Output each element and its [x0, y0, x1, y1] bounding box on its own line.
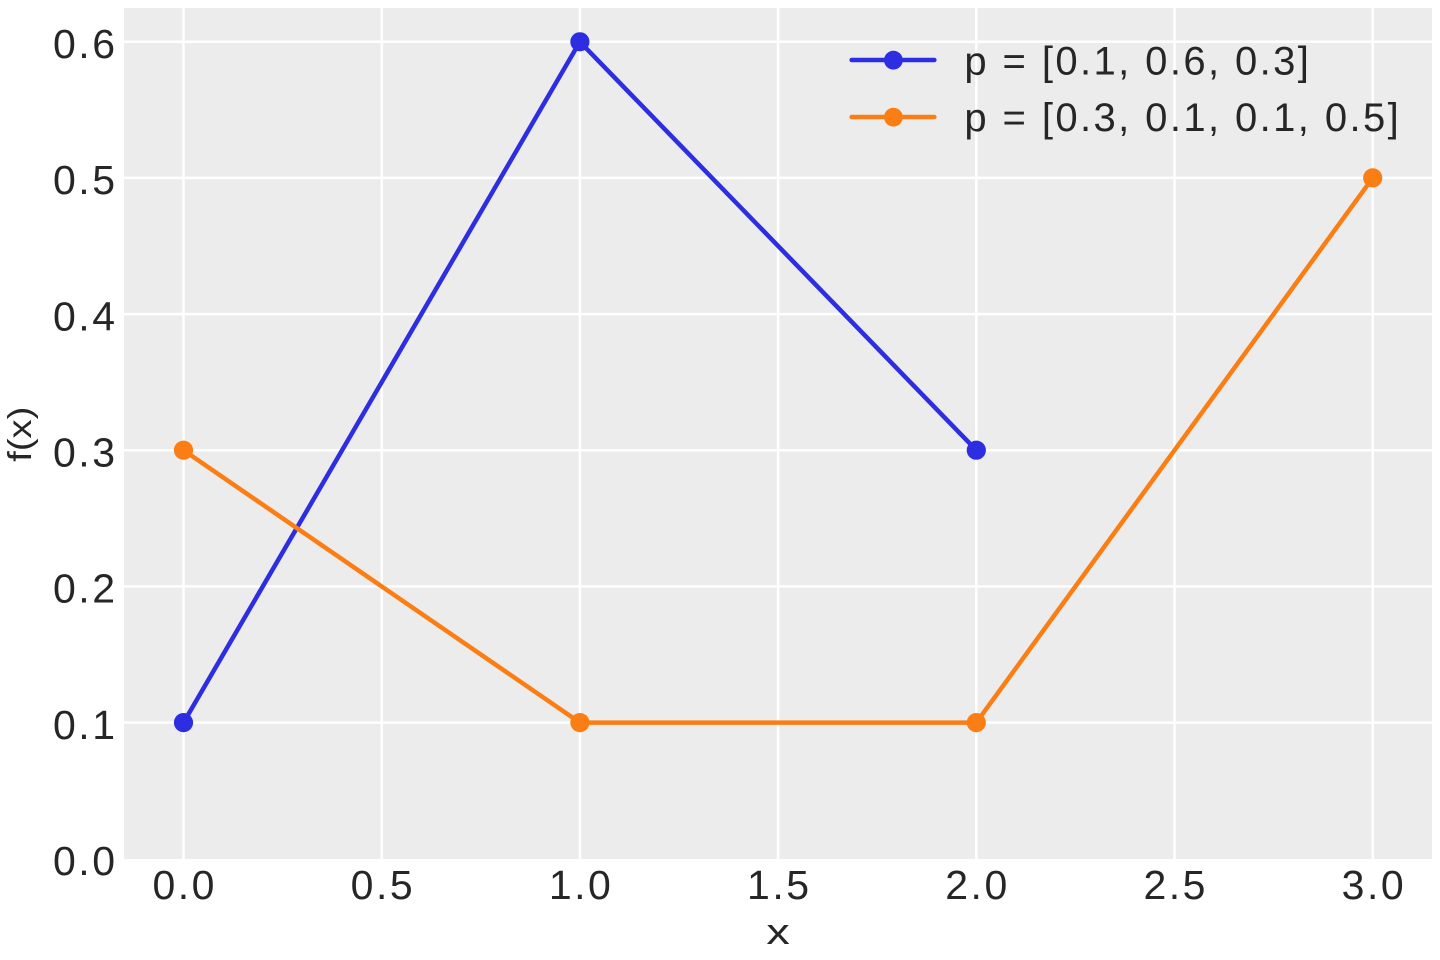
- svg-text:0.3: 0.3: [53, 430, 118, 476]
- svg-text:x: x: [766, 911, 790, 952]
- svg-text:p = [0.1, 0.6, 0.3]: p = [0.1, 0.6, 0.3]: [964, 39, 1311, 83]
- svg-text:0.0: 0.0: [53, 838, 118, 884]
- svg-text:2.0: 2.0: [945, 862, 1010, 908]
- svg-text:0.2: 0.2: [53, 566, 118, 612]
- svg-text:0.0: 0.0: [152, 862, 217, 908]
- svg-text:0.1: 0.1: [53, 702, 118, 748]
- svg-text:2.5: 2.5: [1143, 862, 1208, 908]
- svg-text:f(x): f(x): [1, 407, 38, 462]
- svg-text:0.5: 0.5: [53, 157, 118, 203]
- svg-text:1.0: 1.0: [549, 862, 614, 908]
- svg-text:0.5: 0.5: [351, 862, 416, 908]
- svg-text:p = [0.3, 0.1, 0.1, 0.5]: p = [0.3, 0.1, 0.1, 0.5]: [964, 96, 1401, 140]
- svg-text:0.6: 0.6: [53, 21, 118, 67]
- svg-text:0.4: 0.4: [53, 293, 118, 339]
- svg-text:1.5: 1.5: [747, 862, 812, 908]
- svg-text:3.0: 3.0: [1342, 862, 1407, 908]
